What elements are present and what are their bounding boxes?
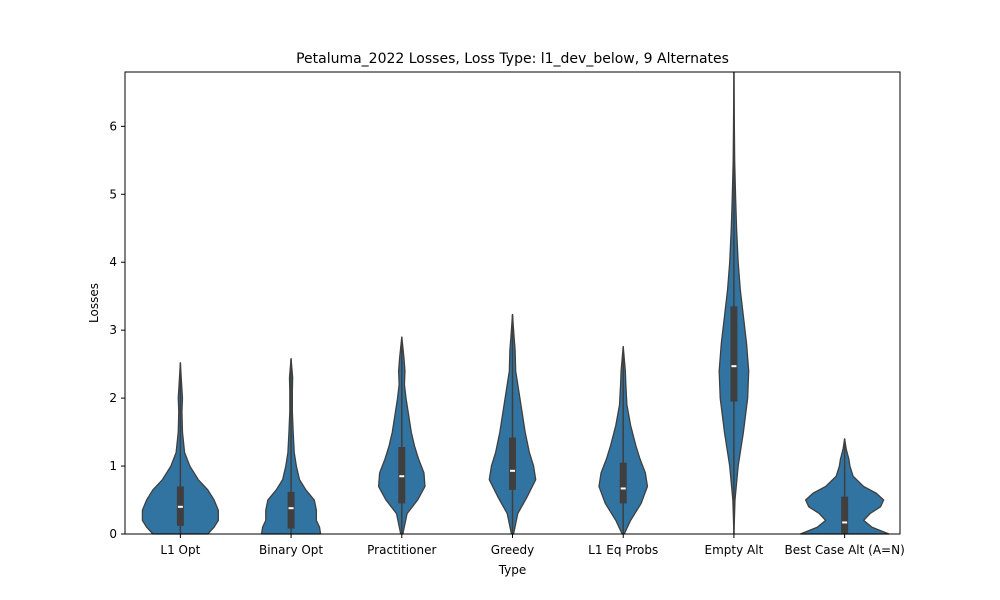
y-tick-label: 5 — [109, 187, 117, 201]
violin-iqr-box — [841, 496, 849, 534]
x-axis-label: Type — [498, 563, 527, 577]
plot-frame — [124, 71, 901, 535]
violin-best-case-alt-a-n — [799, 438, 890, 535]
y-axis: 0 1 2 3 4 5 6 — [109, 119, 125, 541]
x-tick-label: Empty Alt — [705, 543, 764, 557]
x-tick-label: Binary Opt — [259, 543, 323, 557]
y-tick-label: 3 — [109, 323, 117, 337]
violin-practitioner — [377, 336, 426, 535]
violin-l1-opt — [141, 362, 219, 535]
y-tick-label: 1 — [109, 459, 117, 473]
x-tick-label: L1 Eq Probs — [588, 543, 658, 557]
chart-title: Petaluma_2022 Losses, Loss Type: l1_dev_… — [296, 51, 729, 67]
x-axis: L1 Opt Binary Opt Practitioner Greedy L1 Eq … — [160, 534, 905, 557]
y-axis-label: Losses — [87, 283, 101, 323]
violin-greedy — [488, 313, 537, 535]
x-tick-label: L1 Opt — [160, 543, 200, 557]
violin-iqr-box — [619, 462, 627, 504]
y-tick-label: 4 — [109, 255, 117, 269]
y-tick-label: 0 — [109, 527, 117, 541]
violin-iqr-box — [287, 491, 295, 529]
violin-iqr-box — [730, 306, 738, 402]
violin-l1-eq-probs — [598, 345, 649, 535]
violin-binary-opt — [260, 358, 322, 535]
violin-iqr-box — [509, 437, 516, 490]
x-tick-label: Best Case Alt (A=N) — [785, 543, 905, 557]
y-tick-label: 6 — [109, 119, 117, 133]
x-tick-label: Greedy — [491, 543, 534, 557]
y-tick-label: 2 — [109, 391, 117, 405]
x-tick-label: Practitioner — [367, 543, 436, 557]
violin-layer — [141, 71, 890, 535]
violin-iqr-box — [398, 447, 406, 504]
